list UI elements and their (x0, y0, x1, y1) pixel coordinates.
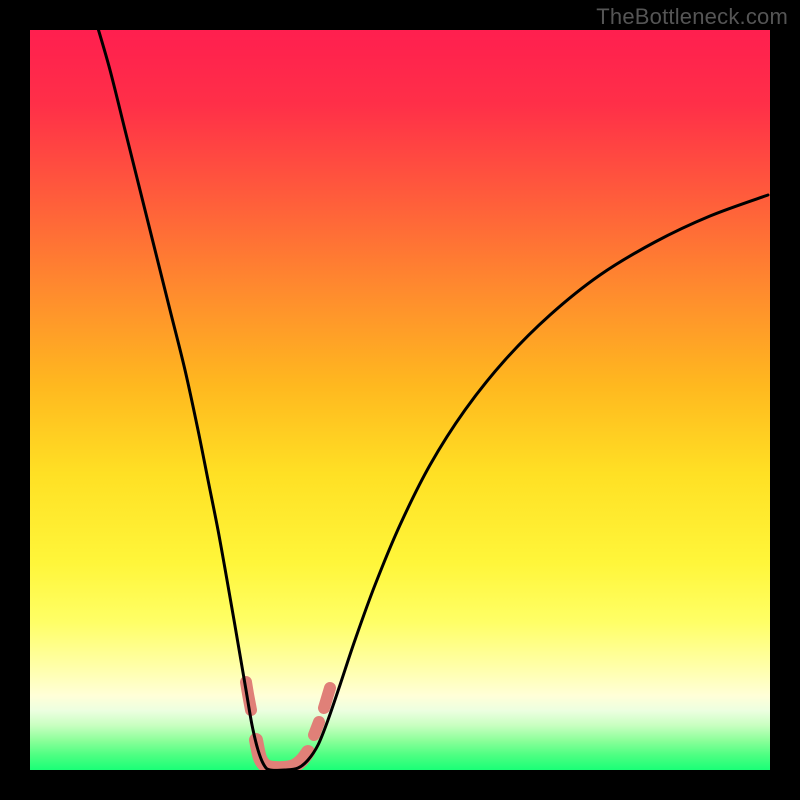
bottleneck-curve (30, 30, 770, 770)
plot-area (30, 30, 770, 770)
watermark-text: TheBottleneck.com (596, 4, 788, 30)
curve-line (97, 30, 768, 770)
chart-frame: TheBottleneck.com (0, 0, 800, 800)
